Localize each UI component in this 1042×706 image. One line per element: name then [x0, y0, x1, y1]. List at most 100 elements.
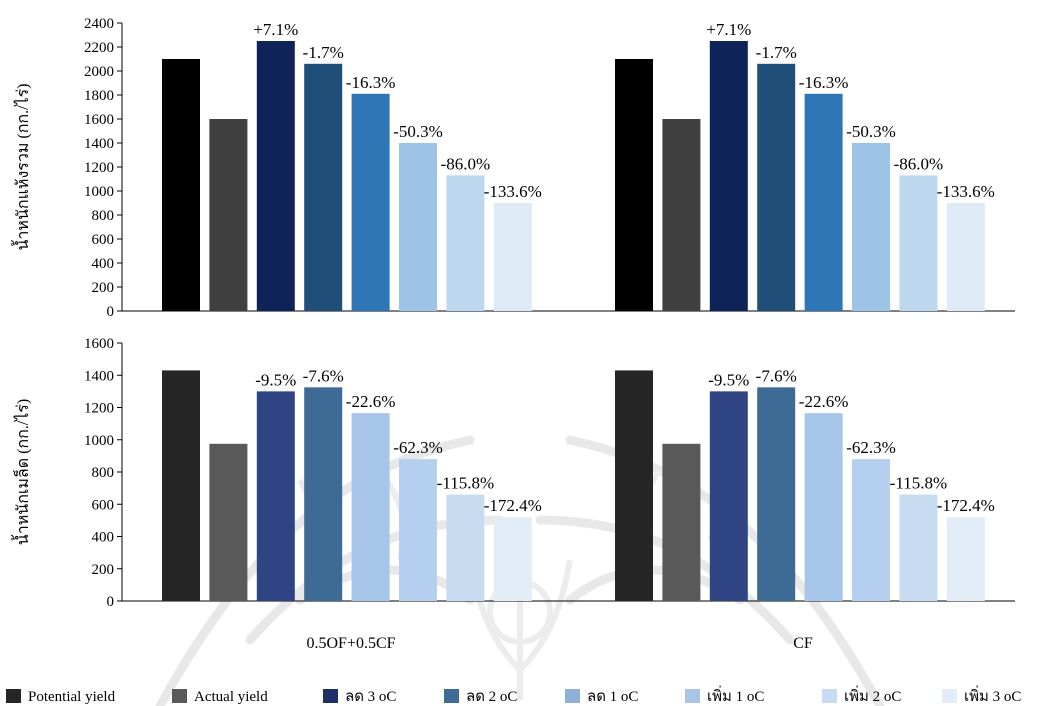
y-tick-label: 400 — [92, 530, 115, 546]
bar — [899, 175, 938, 311]
y-tick-label: 800 — [92, 465, 115, 481]
legend-swatch — [565, 689, 580, 703]
bar — [757, 387, 796, 601]
data-label: -115.8% — [437, 474, 494, 493]
bar — [493, 203, 532, 311]
data-label: -172.4% — [484, 496, 542, 515]
data-label: -7.6% — [303, 366, 344, 385]
bar — [446, 175, 485, 311]
bar — [351, 93, 390, 311]
legend-label: ลด 2 oC — [466, 689, 517, 705]
data-label: -133.6% — [937, 182, 995, 201]
legend-swatch — [172, 689, 187, 703]
y-tick-label: 1200 — [84, 401, 114, 417]
data-label: +7.1% — [706, 20, 751, 39]
y-tick-label: 1000 — [84, 433, 114, 449]
legend-swatch — [942, 689, 957, 703]
data-label: -16.3% — [346, 73, 396, 92]
data-label: -1.7% — [303, 43, 344, 62]
legend-label: Potential yield — [28, 689, 116, 705]
bar — [446, 494, 485, 601]
legend-label: เพิ่ม 1 oC — [707, 685, 764, 705]
y-tick-label: 1400 — [84, 368, 114, 384]
bar — [615, 370, 653, 601]
bar — [662, 443, 701, 601]
data-label: -50.3% — [393, 122, 443, 141]
data-label: +7.1% — [253, 20, 298, 39]
legend-label: Actual yield — [194, 689, 268, 705]
y-tick-label: 600 — [92, 232, 115, 248]
y-axis-title: น้ำหนักแห้งรวม (กก./ไร่) — [11, 83, 32, 250]
legend-swatch — [323, 689, 338, 703]
y-tick-label: 1600 — [84, 112, 114, 128]
y-axis-title: น้ำหนักเมล็ด (กก./ไร่) — [11, 399, 32, 545]
bar — [899, 494, 938, 601]
bar — [493, 517, 532, 601]
data-label: -16.3% — [799, 73, 849, 92]
bar — [946, 517, 985, 601]
y-tick-label: 200 — [92, 562, 115, 578]
legend-swatch — [6, 689, 21, 703]
bar — [852, 143, 890, 311]
y-tick-label: 1600 — [84, 336, 114, 352]
data-label: -7.6% — [756, 366, 797, 385]
legend: Potential yield Actual yield ลด 3 oC ลด 2 o… — [6, 685, 1021, 705]
bar — [804, 413, 843, 601]
bar — [256, 391, 295, 601]
y-tick-label: 200 — [92, 280, 115, 296]
dry-weight-panel: 0 200 400 600 800 1000 1200 1400 1600 1800 2000 220… — [11, 16, 1015, 320]
data-label: -86.0% — [894, 154, 944, 173]
x-tick-label: 0.5OF+0.5CF — [306, 635, 395, 652]
bar — [304, 387, 343, 601]
bar — [709, 41, 748, 311]
y-tick-label: 0 — [107, 304, 115, 320]
bar — [757, 63, 796, 311]
y-tick-label: 2200 — [84, 40, 114, 56]
bar — [209, 119, 248, 311]
legend-label: เพิ่ม 2 oC — [844, 685, 901, 705]
y-tick-label: 0 — [107, 594, 115, 610]
data-label: -115.8% — [890, 474, 947, 493]
data-label: -172.4% — [937, 496, 995, 515]
bar — [162, 59, 200, 311]
y-tick-label: 1400 — [84, 136, 114, 152]
bar — [209, 443, 248, 601]
bar — [304, 63, 343, 311]
y-tick-label: 2400 — [84, 16, 114, 32]
bar — [662, 119, 701, 311]
legend-swatch — [822, 689, 837, 703]
data-label: -1.7% — [756, 43, 797, 62]
bar — [946, 203, 985, 311]
group-labels: 0.5OF+0.5CF CF — [306, 635, 812, 652]
data-label: -50.3% — [846, 122, 896, 141]
data-label: -9.5% — [255, 370, 296, 389]
bar — [804, 93, 843, 311]
y-tick-label: 600 — [92, 497, 115, 513]
y-tick-label: 1800 — [84, 88, 114, 104]
y-tick-label: 1200 — [84, 160, 114, 176]
bar — [351, 413, 390, 601]
data-label: -62.3% — [393, 438, 443, 457]
bar — [709, 391, 748, 601]
legend-swatch — [444, 689, 459, 703]
data-label: -133.6% — [484, 182, 542, 201]
data-label: -86.0% — [441, 154, 491, 173]
data-label: -22.6% — [346, 392, 396, 411]
legend-label: ลด 3 oC — [345, 689, 396, 705]
legend-label: ลด 1 oC — [587, 689, 638, 705]
bar — [399, 459, 437, 601]
legend-label: เพิ่ม 3 oC — [964, 685, 1021, 705]
bar — [162, 370, 200, 601]
data-label: -22.6% — [799, 392, 849, 411]
y-tick-label: 2000 — [84, 64, 114, 80]
bar — [615, 59, 653, 311]
y-tick-label: 800 — [92, 208, 115, 224]
x-tick-label: CF — [793, 635, 813, 652]
data-label: -9.5% — [708, 370, 749, 389]
bar — [256, 41, 295, 311]
data-label: -62.3% — [846, 438, 896, 457]
grain-weight-panel: 0 200 400 600 800 1000 1200 1400 1600 น้ำหนักเมล็… — [11, 336, 1015, 610]
bar — [852, 459, 890, 601]
legend-swatch — [685, 689, 700, 703]
